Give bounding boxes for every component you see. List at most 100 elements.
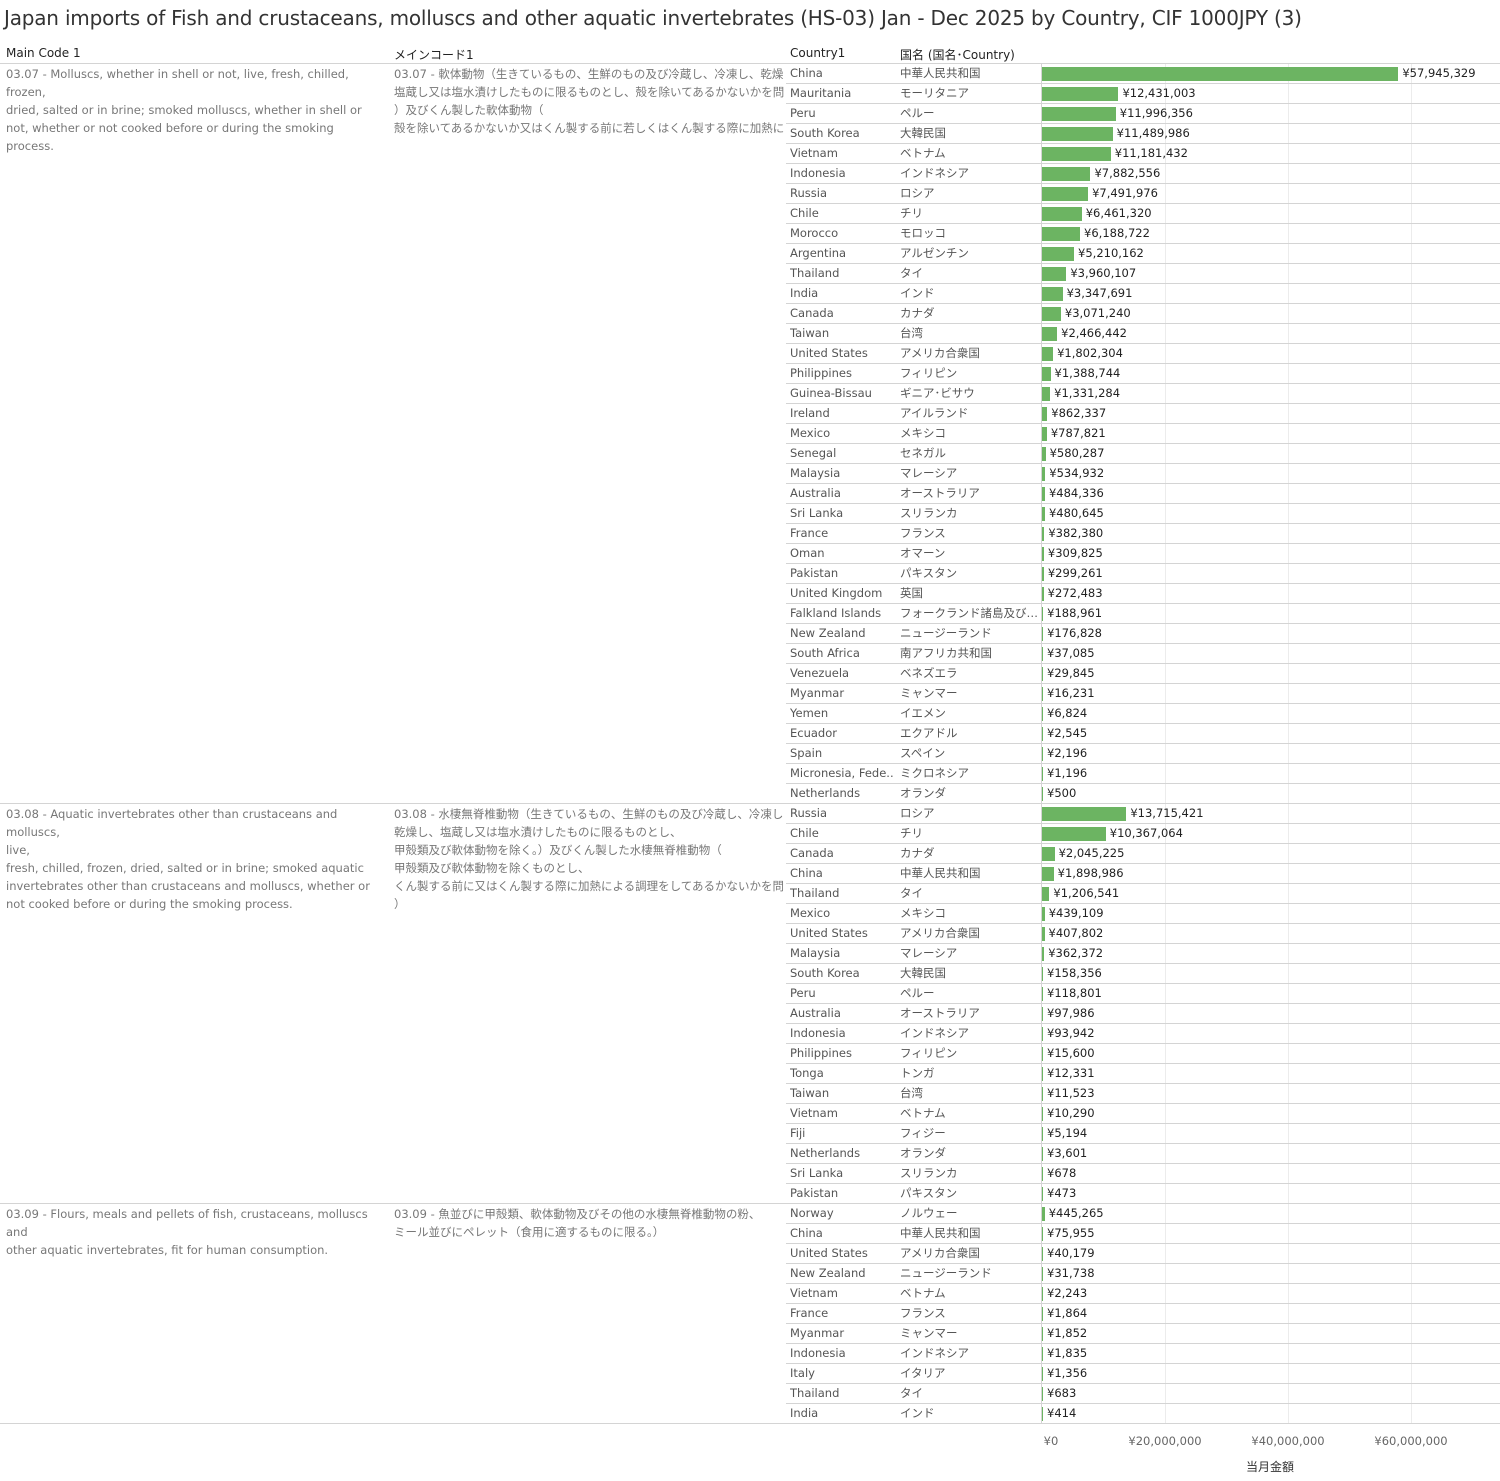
bar[interactable]: [1042, 167, 1091, 181]
bar[interactable]: [1042, 827, 1106, 841]
bar[interactable]: [1042, 367, 1051, 381]
table-row: Philippines フィリピン ¥1,388,744: [786, 363, 1500, 383]
country-name-jp: イエメン: [900, 706, 946, 720]
table-row: Guinea-Bissau ギニア･ビサウ ¥1,331,284: [786, 383, 1500, 403]
bar[interactable]: [1042, 807, 1127, 821]
bar[interactable]: [1042, 187, 1089, 201]
country-name: Taiwan: [790, 1086, 830, 1100]
bar[interactable]: [1042, 687, 1043, 701]
table-row: Yemen イエメン ¥6,824: [786, 703, 1500, 723]
bar[interactable]: [1042, 487, 1045, 501]
country-name: France: [790, 526, 829, 540]
bar[interactable]: [1042, 847, 1055, 861]
table-row: Senegal セネガル ¥580,287: [786, 443, 1500, 463]
bar[interactable]: [1042, 267, 1067, 281]
bar[interactable]: [1042, 1107, 1043, 1121]
bar[interactable]: [1042, 567, 1044, 581]
country-name-jp: セネガル: [900, 446, 946, 460]
bar[interactable]: [1042, 107, 1116, 121]
bar[interactable]: [1042, 207, 1082, 221]
bar[interactable]: [1042, 767, 1043, 781]
bar[interactable]: [1042, 947, 1045, 961]
country-name: Netherlands: [790, 786, 861, 800]
country-name: Pakistan: [790, 1186, 839, 1200]
bar[interactable]: [1042, 907, 1045, 921]
bar[interactable]: [1042, 547, 1044, 561]
bar[interactable]: [1042, 67, 1399, 81]
bar[interactable]: [1042, 867, 1054, 881]
data-label: ¥3,601: [1047, 1146, 1088, 1160]
bar[interactable]: [1042, 1247, 1043, 1261]
bar[interactable]: [1042, 1267, 1043, 1281]
bar[interactable]: [1042, 307, 1061, 321]
data-label: ¥40,179: [1047, 1246, 1095, 1260]
bar[interactable]: [1042, 1367, 1043, 1381]
country-name-jp: スリランカ: [900, 1166, 958, 1180]
bar[interactable]: [1042, 707, 1043, 721]
country-name-jp: フランス: [900, 526, 946, 540]
table-row: China 中華人民共和国 ¥1,898,986: [786, 863, 1500, 883]
data-label: ¥57,945,329: [1402, 66, 1476, 80]
bar[interactable]: [1042, 227, 1081, 241]
bar[interactable]: [1042, 1007, 1043, 1021]
group-separator: [0, 1203, 1500, 1204]
bar[interactable]: [1042, 1307, 1043, 1321]
bar[interactable]: [1042, 467, 1046, 481]
bar[interactable]: [1042, 667, 1043, 681]
bar[interactable]: [1042, 787, 1043, 801]
bar[interactable]: [1042, 1067, 1043, 1081]
bar[interactable]: [1042, 1027, 1043, 1041]
bar[interactable]: [1042, 287, 1063, 301]
bar[interactable]: [1042, 1087, 1043, 1101]
bar[interactable]: [1042, 507, 1045, 521]
bar[interactable]: [1042, 1227, 1043, 1241]
table-row: Indonesia インドネシア ¥93,942: [786, 1023, 1500, 1043]
bar[interactable]: [1042, 1287, 1043, 1301]
bar[interactable]: [1042, 1407, 1043, 1421]
bar[interactable]: [1042, 587, 1044, 601]
bar[interactable]: [1042, 887, 1050, 901]
bar[interactable]: [1042, 407, 1048, 421]
bar[interactable]: [1042, 1207, 1045, 1221]
bar[interactable]: [1042, 387, 1051, 401]
bar[interactable]: [1042, 327, 1058, 341]
bar[interactable]: [1042, 607, 1044, 621]
bar[interactable]: [1042, 1347, 1043, 1361]
bar[interactable]: [1042, 427, 1047, 441]
table-row: United States アメリカ合衆国 ¥1,802,304: [786, 343, 1500, 363]
bar[interactable]: [1042, 967, 1043, 981]
country-name: Norway: [790, 1206, 834, 1220]
country-name-jp: インドネシア: [900, 1026, 969, 1040]
country-name: Argentina: [790, 246, 847, 260]
bar[interactable]: [1042, 87, 1119, 101]
bar[interactable]: [1042, 147, 1111, 161]
bar[interactable]: [1042, 987, 1043, 1001]
bar[interactable]: [1042, 647, 1043, 661]
country-name-jp: フォークランド諸島及びその..: [900, 606, 1040, 620]
bar[interactable]: [1042, 1167, 1043, 1181]
bar[interactable]: [1042, 1127, 1043, 1141]
data-label: ¥1,802,304: [1057, 346, 1123, 360]
bar[interactable]: [1042, 127, 1113, 141]
bar[interactable]: [1042, 247, 1075, 261]
country-name: Indonesia: [790, 1346, 846, 1360]
bar[interactable]: [1042, 627, 1044, 641]
country-name: India: [790, 1406, 819, 1420]
data-label: ¥480,645: [1048, 506, 1104, 520]
country-name: Tonga: [790, 1066, 824, 1080]
bar[interactable]: [1042, 447, 1046, 461]
bar[interactable]: [1042, 1047, 1043, 1061]
bar[interactable]: [1042, 747, 1043, 761]
bar[interactable]: [1042, 1387, 1043, 1401]
bar[interactable]: [1042, 1147, 1043, 1161]
country-name: Sri Lanka: [790, 506, 844, 520]
bar[interactable]: [1042, 927, 1045, 941]
country-name: China: [790, 66, 823, 80]
bar[interactable]: [1042, 1187, 1043, 1201]
bar[interactable]: [1042, 1327, 1043, 1341]
bar[interactable]: [1042, 727, 1043, 741]
bar[interactable]: [1042, 347, 1054, 361]
data-label: ¥1,388,744: [1054, 366, 1121, 380]
bar[interactable]: [1042, 527, 1045, 541]
data-label: ¥362,372: [1048, 946, 1104, 960]
